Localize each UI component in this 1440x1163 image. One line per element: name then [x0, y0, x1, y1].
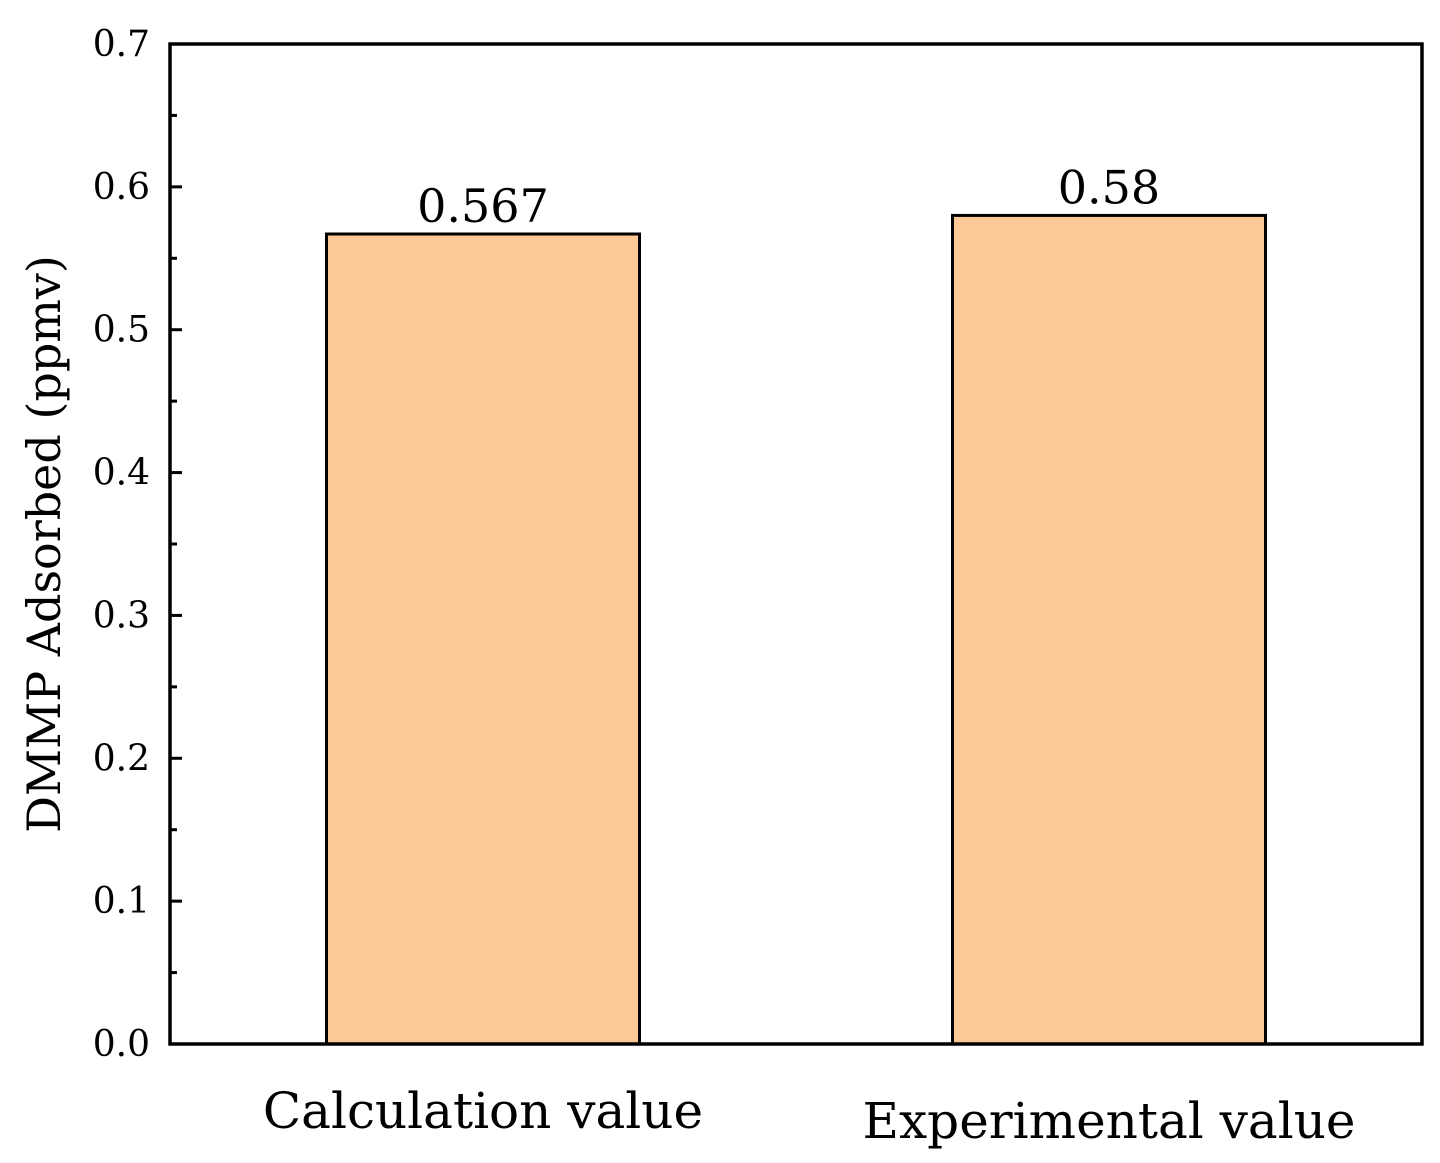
bars	[325, 213, 1267, 1046]
y-tick-label: 0.7	[93, 24, 150, 65]
bar-experimental-value	[951, 213, 1267, 1046]
y-tick-label: 0.3	[93, 595, 150, 636]
y-axis-title: DMMP Adsorbed (ppmv)	[17, 255, 71, 833]
x-category-label: Calculation value	[263, 1082, 703, 1140]
y-tick-label: 0.4	[93, 453, 150, 494]
y-tick-label: 0.6	[93, 167, 150, 208]
y-tick-label: 0.1	[93, 881, 150, 922]
data-label-calculation-value: 0.567	[417, 179, 549, 233]
data-label-experimental-value: 0.58	[1058, 160, 1160, 214]
y-axis-ticks	[170, 42, 182, 1046]
plot-frame	[168, 42, 1424, 1046]
labels: 0.0 0.1 0.2 0.3 0.4 0.5 0.6 0.7 0.567 Calculation…	[93, 24, 1356, 1150]
y-tick-label: 0.2	[93, 738, 150, 779]
y-tick-label: 0.0	[93, 1024, 150, 1065]
x-category-label: Experimental value	[862, 1092, 1355, 1150]
y-tick-label: 0.5	[93, 310, 150, 351]
bar-calculation-value	[325, 232, 641, 1046]
